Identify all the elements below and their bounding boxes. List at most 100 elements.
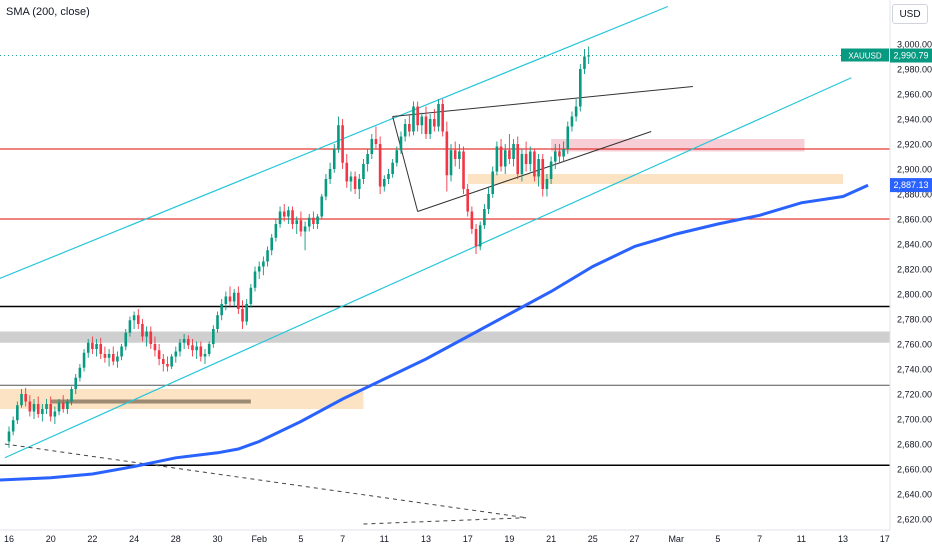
candle-body [495,146,499,172]
candle-137 [578,64,582,112]
candle-59 [253,266,257,292]
candle-body [412,106,415,132]
candle-114 [483,204,486,229]
x-tick-label: 17 [880,534,890,544]
candle-39 [170,354,173,369]
candle-19 [86,339,90,358]
zone-pink [551,139,805,152]
candle-body [170,356,173,367]
candle-body [257,266,261,272]
y-tick-label: 2,780.000 [897,315,932,325]
candle-body [199,346,203,357]
candle-body [216,315,219,329]
candle-62 [266,246,269,267]
candle-body [212,329,215,344]
candle-body [99,344,103,354]
candle-body [516,144,520,174]
candle-34 [149,326,153,349]
candle-body [153,344,157,351]
candle-123 [520,149,524,182]
candle-136 [574,99,578,122]
candle-124 [524,141,528,172]
candle-body [253,271,257,288]
candle-body [562,149,565,157]
zone-orange-low [0,389,364,409]
x-tick-label: 13 [838,534,848,544]
candle-6 [32,399,36,419]
candle-body [249,287,253,304]
candle-14 [66,399,69,414]
candle-4 [24,387,27,407]
candle-99 [420,112,424,134]
candle-body [399,136,403,151]
candle-133 [562,141,565,162]
x-tick-label: 7 [757,534,762,544]
candle-93 [395,146,399,167]
candle-body [483,209,486,226]
candle-body [416,106,419,126]
candle-55 [237,286,240,314]
candle-body [24,394,27,402]
candle-28 [124,329,128,351]
candle-body [332,149,336,169]
symbol-badge [841,48,889,62]
candle-body [553,151,557,162]
zone-orange-mid [467,174,843,184]
y-tick-label: 2,960.000 [897,90,932,100]
candle-103 [437,99,440,132]
candle-72 [307,214,311,232]
candle-body [228,296,232,302]
candle-60 [257,261,261,279]
candle-body [445,131,449,176]
candle-body [61,402,65,409]
candle-9 [45,399,48,414]
channel-lower [4,77,852,459]
y-tick-label: 2,880.000 [897,190,932,200]
candle-42 [182,334,186,349]
candle-body [520,154,524,174]
currency-button[interactable]: USD [892,4,928,24]
candle-body [95,344,98,349]
candle-2 [16,401,19,424]
candle-body [32,404,36,412]
candle-87 [370,134,374,159]
zone-grey [0,331,890,343]
candle-body [120,346,123,357]
candle-body [20,394,23,406]
x-tick-label: Mar [668,534,684,544]
candle-106 [449,144,453,182]
candle-body [241,309,244,322]
candle-116 [491,166,495,198]
candle-102 [433,109,436,132]
candle-body [395,150,399,163]
candle-body [320,196,324,217]
candle-1 [11,416,15,436]
candle-body [28,401,32,412]
candle-117 [495,141,499,176]
y-tick-label: 2,940.000 [897,115,932,125]
candle-63 [270,234,274,256]
candle-27 [120,344,123,361]
symbol-label: XAUUSD [848,52,882,61]
candle-23 [103,346,107,363]
candle-61 [262,256,265,276]
candle-body [391,162,394,174]
candle-109 [462,146,465,194]
candle-body [36,404,40,414]
candle-25 [111,346,115,366]
candle-body [182,339,186,343]
candle-107 [453,141,457,167]
candle-body [491,171,495,194]
candle-122 [516,136,520,179]
candle-body [574,106,578,117]
candle-body [466,189,469,212]
candle-body [337,125,340,149]
candle-119 [503,144,507,174]
candle-body [437,104,440,127]
y-tick-label: 2,640.000 [897,490,932,500]
candle-body [424,116,428,134]
candle-101 [428,114,432,139]
candle-body [11,420,15,432]
